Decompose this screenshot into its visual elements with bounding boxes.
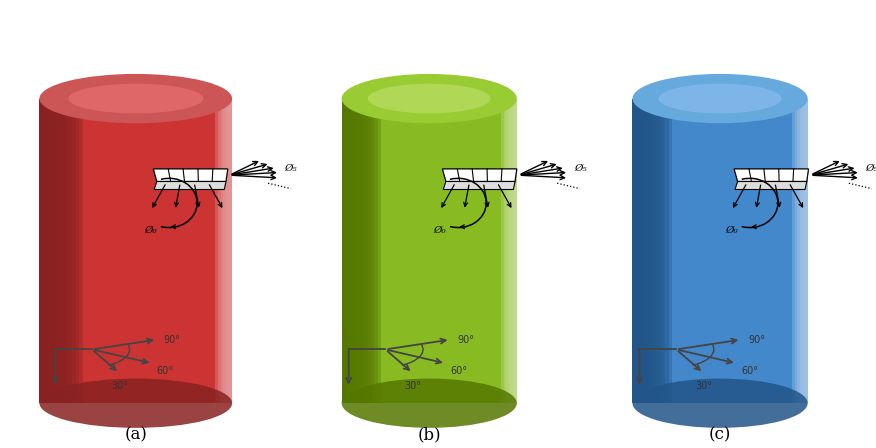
Ellipse shape bbox=[342, 379, 517, 428]
Polygon shape bbox=[226, 99, 232, 403]
Polygon shape bbox=[342, 99, 361, 403]
Polygon shape bbox=[154, 181, 226, 190]
Text: (c): (c) bbox=[709, 426, 731, 443]
FancyBboxPatch shape bbox=[39, 99, 232, 403]
Ellipse shape bbox=[39, 74, 232, 123]
Polygon shape bbox=[509, 99, 517, 403]
Polygon shape bbox=[632, 99, 649, 403]
Polygon shape bbox=[342, 99, 368, 403]
Polygon shape bbox=[39, 99, 72, 403]
Polygon shape bbox=[215, 99, 232, 403]
Ellipse shape bbox=[632, 379, 808, 428]
Polygon shape bbox=[342, 99, 351, 403]
Ellipse shape bbox=[632, 74, 808, 123]
Text: Ø₅: Ø₅ bbox=[285, 164, 297, 172]
Polygon shape bbox=[342, 99, 378, 403]
Polygon shape bbox=[39, 99, 50, 403]
Text: (a): (a) bbox=[124, 426, 147, 443]
Polygon shape bbox=[792, 99, 808, 403]
Polygon shape bbox=[342, 99, 375, 403]
Text: (b): (b) bbox=[418, 426, 441, 443]
Polygon shape bbox=[632, 99, 642, 403]
Text: 30°: 30° bbox=[111, 381, 128, 391]
Polygon shape bbox=[39, 99, 65, 403]
Polygon shape bbox=[504, 99, 517, 403]
Text: 90°: 90° bbox=[457, 335, 474, 345]
Polygon shape bbox=[39, 99, 54, 403]
Polygon shape bbox=[443, 181, 515, 190]
Polygon shape bbox=[39, 99, 79, 403]
Polygon shape bbox=[342, 99, 371, 403]
Polygon shape bbox=[39, 99, 82, 403]
Polygon shape bbox=[512, 99, 517, 403]
Polygon shape bbox=[153, 169, 228, 181]
Text: Ø₀: Ø₀ bbox=[145, 226, 157, 235]
Polygon shape bbox=[442, 169, 517, 181]
Polygon shape bbox=[221, 99, 232, 403]
Polygon shape bbox=[735, 181, 807, 190]
Polygon shape bbox=[501, 99, 517, 403]
Polygon shape bbox=[342, 99, 349, 403]
Polygon shape bbox=[506, 99, 517, 403]
Polygon shape bbox=[632, 99, 659, 403]
Ellipse shape bbox=[39, 379, 232, 428]
Ellipse shape bbox=[659, 84, 781, 113]
Polygon shape bbox=[342, 99, 355, 403]
Polygon shape bbox=[797, 99, 808, 403]
Polygon shape bbox=[39, 99, 61, 403]
Ellipse shape bbox=[68, 84, 203, 113]
Polygon shape bbox=[632, 99, 639, 403]
Text: Ø₀: Ø₀ bbox=[434, 226, 446, 235]
Polygon shape bbox=[39, 99, 68, 403]
Polygon shape bbox=[223, 99, 232, 403]
Text: Ø₀: Ø₀ bbox=[725, 226, 738, 235]
Polygon shape bbox=[632, 99, 668, 403]
Polygon shape bbox=[632, 99, 646, 403]
Polygon shape bbox=[342, 99, 364, 403]
Text: Ø₅: Ø₅ bbox=[865, 164, 876, 172]
FancyBboxPatch shape bbox=[632, 99, 808, 403]
Polygon shape bbox=[39, 99, 46, 403]
Text: 90°: 90° bbox=[164, 335, 180, 345]
Polygon shape bbox=[632, 99, 666, 403]
Polygon shape bbox=[734, 169, 809, 181]
Text: 60°: 60° bbox=[157, 366, 173, 375]
Polygon shape bbox=[795, 99, 808, 403]
Polygon shape bbox=[632, 99, 652, 403]
Polygon shape bbox=[632, 99, 662, 403]
Text: 60°: 60° bbox=[450, 366, 467, 375]
Text: 30°: 30° bbox=[696, 381, 712, 391]
Polygon shape bbox=[802, 99, 808, 403]
Text: 60°: 60° bbox=[741, 366, 758, 375]
FancyBboxPatch shape bbox=[342, 99, 517, 403]
Polygon shape bbox=[217, 99, 232, 403]
Ellipse shape bbox=[342, 74, 517, 123]
Polygon shape bbox=[39, 99, 58, 403]
Ellipse shape bbox=[368, 84, 491, 113]
Polygon shape bbox=[342, 99, 358, 403]
Text: 30°: 30° bbox=[405, 381, 421, 391]
Polygon shape bbox=[632, 99, 672, 403]
Polygon shape bbox=[39, 99, 75, 403]
Text: 90°: 90° bbox=[748, 335, 765, 345]
Polygon shape bbox=[342, 99, 381, 403]
Polygon shape bbox=[800, 99, 808, 403]
Text: Ø₅: Ø₅ bbox=[574, 164, 586, 172]
Polygon shape bbox=[632, 99, 655, 403]
